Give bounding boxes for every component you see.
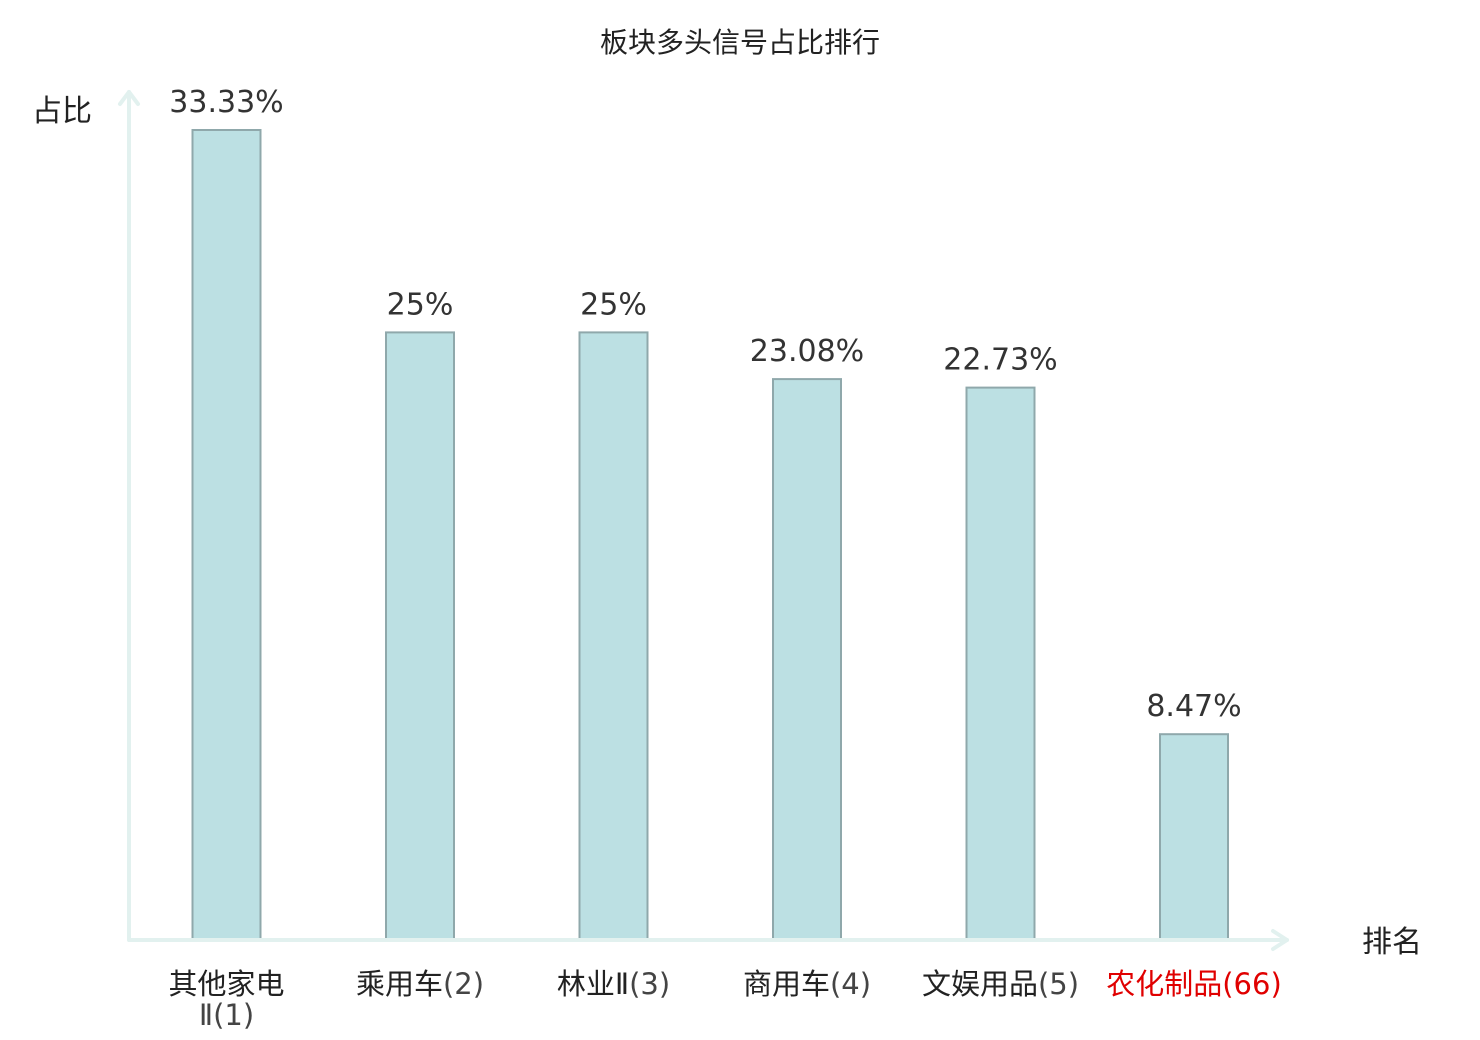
x-tick-label: 商用车(4) <box>743 967 871 1001</box>
bars-group <box>191 129 1229 942</box>
x-tick-label: 文娱用品(5) <box>922 967 1079 1001</box>
data-label: 25% <box>580 287 647 322</box>
x-tick-label-rank: (3) <box>629 967 670 1001</box>
bar <box>772 378 842 942</box>
x-tick-label-text: 乘用车(2) <box>356 967 484 1001</box>
x-tick-label-rank: (2) <box>443 967 484 1001</box>
x-tick-label-name: 商用车 <box>743 967 830 1001</box>
x-tick-label-name: 林业Ⅱ <box>557 967 629 1001</box>
x-tick-label-text: 商用车(4) <box>743 967 871 1001</box>
data-label: 8.47% <box>1146 689 1241 724</box>
data-label: 22.73% <box>943 343 1057 378</box>
x-tick-label-rank: (4) <box>830 967 871 1001</box>
x-axis-arrow-icon <box>1271 929 1289 951</box>
x-tick-label-text: 文娱用品(5) <box>922 967 1079 1001</box>
bar <box>191 129 262 941</box>
data-label: 33.33% <box>169 85 283 120</box>
x-tick-label-text: 林业Ⅱ(3) <box>557 967 670 1001</box>
bar <box>965 386 1036 942</box>
x-tick-label-rank: Ⅱ(1) <box>199 998 254 1032</box>
x-axis-label: 排名 <box>1362 925 1422 960</box>
data-label: 23.08% <box>750 334 864 369</box>
chart-title: 板块多头信号占比排行 <box>600 26 880 59</box>
x-tick-label-rank: (5) <box>1038 967 1079 1001</box>
x-tick-label: 乘用车(2) <box>356 967 484 1001</box>
x-tick-label: 林业Ⅱ(3) <box>557 967 670 1001</box>
x-tick-label-name: 文娱用品 <box>922 967 1038 1001</box>
x-tick-label-name: 其他家电 <box>168 967 284 1001</box>
bar <box>578 331 649 941</box>
x-tick-label-text: 农化制品(66) <box>1106 967 1282 1001</box>
x-tick-label-name: 农化制品 <box>1106 967 1222 1001</box>
y-axis-label: 占比 <box>32 94 92 129</box>
bar <box>385 331 455 941</box>
value-labels-group: 33.33% 25% 25% 23.08% 22.73% 8.47% <box>169 85 1241 724</box>
x-tick-label: 农化制品(66) <box>1106 967 1282 1001</box>
data-label: 25% <box>387 287 454 322</box>
bar <box>1159 733 1229 942</box>
x-tick-label-name: 乘用车 <box>356 967 443 1001</box>
x-tick-label-rank: (66) <box>1222 967 1282 1001</box>
